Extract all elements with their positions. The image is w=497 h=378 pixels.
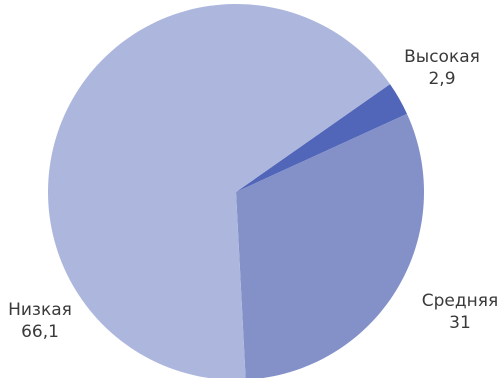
slice-nizkaya: [47, 4, 390, 378]
slice-vysokaya: [236, 84, 407, 192]
slice-label-srednyaya: Средняя: [422, 291, 497, 311]
slice-label-nizkaya: Низкая: [8, 300, 72, 320]
slice-label-vysokaya: Высокая: [404, 47, 480, 67]
slice-value-nizkaya: 66,1: [21, 322, 59, 342]
pie-slices: [47, 4, 424, 378]
slice-value-srednyaya: 31: [449, 313, 471, 333]
slice-value-vysokaya: 2,9: [428, 69, 455, 89]
slice-srednyaya: [236, 113, 424, 378]
